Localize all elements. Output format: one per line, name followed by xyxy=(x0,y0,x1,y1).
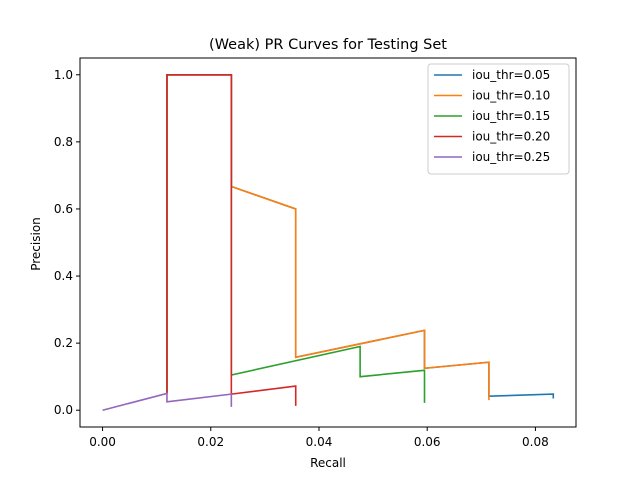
y-tick-label: 0.8 xyxy=(54,135,73,149)
x-tick-label: 0.08 xyxy=(522,435,549,449)
x-tick-label: 0.04 xyxy=(306,435,333,449)
legend-label: iou_thr=0.05 xyxy=(472,68,550,82)
legend-label: iou_thr=0.25 xyxy=(472,150,550,164)
y-tick-label: 0.0 xyxy=(54,403,73,417)
legend-box xyxy=(427,63,570,175)
y-tick-label: 0.6 xyxy=(54,202,73,216)
legend-label: iou_thr=0.10 xyxy=(472,89,550,103)
y-tick-label: 0.2 xyxy=(54,336,73,350)
x-tick-label: 0.06 xyxy=(414,435,441,449)
chart-title: (Weak) PR Curves for Testing Set xyxy=(209,37,447,53)
legend: iou_thr=0.05 iou_thr=0.10 iou_thr=0.15 iou_… xyxy=(427,63,570,175)
series-line-4 xyxy=(102,392,233,412)
legend-label: iou_thr=0.15 xyxy=(472,109,550,123)
y-axis-label: Precision xyxy=(29,217,43,271)
x-tick-label: 0.02 xyxy=(197,435,224,449)
x-axis-label: Recall xyxy=(310,456,346,470)
series-line-3 xyxy=(166,73,297,406)
legend-label: iou_thr=0.20 xyxy=(472,130,550,144)
series-layer xyxy=(102,73,555,412)
x-tick-label: 0.00 xyxy=(89,435,116,449)
plot-area-frame xyxy=(79,57,577,428)
y-tick-label: 0.4 xyxy=(54,269,73,283)
ticks-layer: 0.00 0.02 0.04 0.06 0.08 0.0 0.2 0.4 0.6 0.8 1.0 xyxy=(54,68,549,449)
y-tick-label: 1.0 xyxy=(54,68,73,82)
